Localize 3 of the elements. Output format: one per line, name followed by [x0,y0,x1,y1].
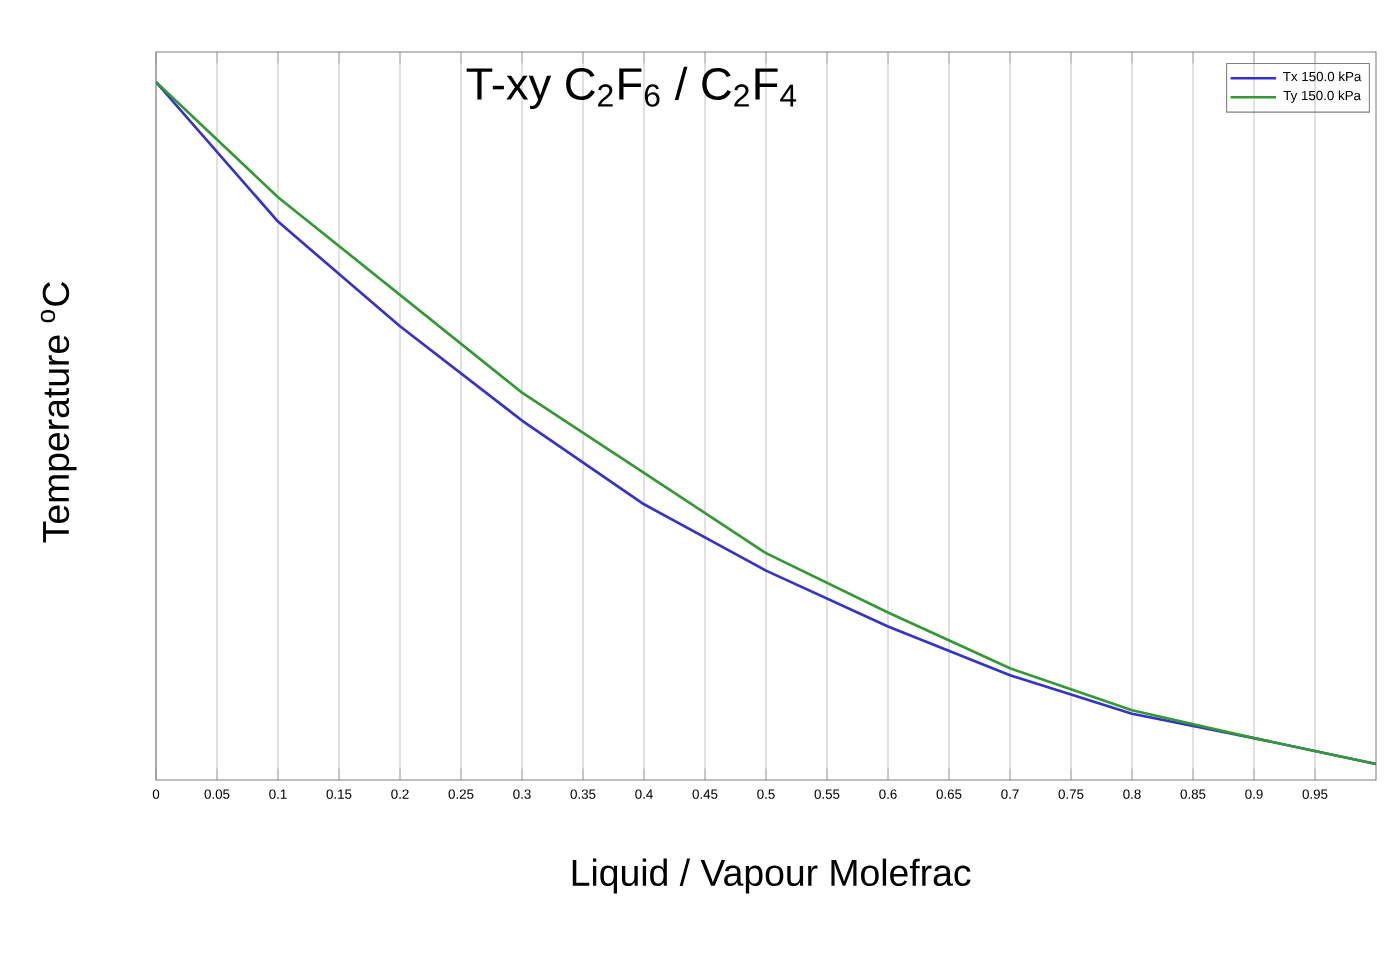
x-axis-title: Liquid / Vapour Molefrac [572,858,971,894]
y-axis-title: Temperature $^{o}$C [40,282,77,543]
chart-title: T-xy C$_{2}$F$_{6}$ / C$_{2}$F$_{4}$ [466,66,797,110]
